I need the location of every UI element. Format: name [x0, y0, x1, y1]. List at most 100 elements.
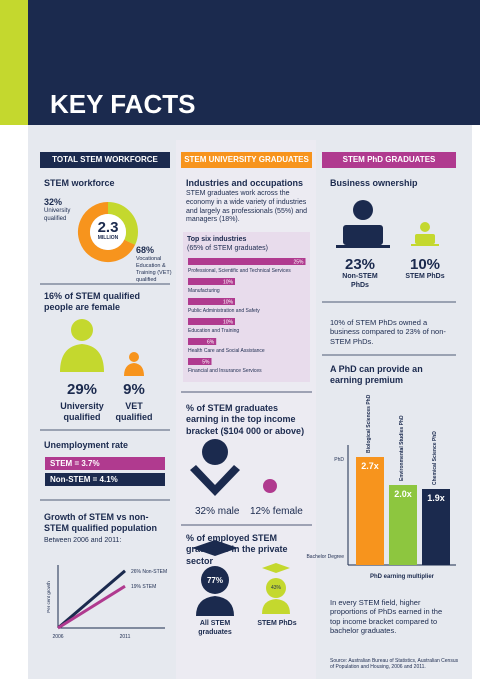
heading-bar: [40, 152, 170, 168]
female-icon-large: [60, 319, 104, 372]
title: KEY FACTS: [50, 89, 196, 119]
vet-share: 68%: [136, 245, 155, 255]
income-female: 12% female: [250, 506, 303, 517]
private-phd: 43%: [270, 585, 281, 591]
growth-line: [57, 569, 126, 630]
industry-value: 10%: [223, 280, 234, 286]
unemployment-stem: STEM = 3.7%: [50, 459, 100, 468]
y-axis-label: Per cent growth: [46, 581, 51, 613]
nonstem-bar: [45, 473, 165, 486]
university-text: University qualified: [44, 208, 71, 222]
stem-bar: [45, 457, 165, 470]
business-icon-large: [336, 200, 390, 248]
industry-name: Health Care and Social Assistance: [188, 348, 265, 354]
growth-heading: Growth of STEM vs non-STEM qualified pop…: [44, 512, 157, 534]
subheading: STEM workforce: [44, 178, 115, 188]
premium-name: Chemical Science PhD: [432, 431, 438, 485]
premium-value: 1.9x: [427, 493, 445, 503]
industries-note: (65% of STEM graduates): [187, 245, 268, 252]
private-heading: % of employed STEM graduates in the priv…: [186, 533, 288, 566]
premium-chart: PhD Bachelor Degree PhD earning multiplier…: [306, 394, 456, 580]
income-heading: % of STEM graduates earning in the top i…: [186, 403, 305, 436]
industries-title: Top six industries: [187, 236, 247, 243]
premium-value: 2.0x: [394, 489, 412, 499]
female-vet-text: VET qualified: [115, 401, 153, 423]
business-icon-small: [411, 222, 439, 246]
stem-text: STEM PhDs: [405, 273, 445, 280]
industry-bar: [188, 258, 306, 265]
premium-name: Environmental Studies PhD: [399, 415, 405, 481]
income-male: 32% male: [195, 506, 240, 517]
grad-icon: [192, 540, 238, 616]
source: Source: Australian Bureau of Statistics,…: [330, 658, 459, 671]
subheading: Business ownership: [330, 178, 418, 188]
industry-bar: [188, 298, 235, 305]
industry-name: Financial and Insurance Services: [188, 368, 262, 374]
stem-share: 10%: [409, 256, 441, 273]
donut-university: [78, 202, 138, 262]
female-university-text: University qualified: [60, 401, 104, 423]
unemployment-heading: Unemployment rate: [44, 440, 129, 450]
female-heading: 16% of STEM qualified people are female: [44, 291, 141, 313]
income-icon-male: [190, 439, 240, 496]
private-phd-text: STEM PhDs: [257, 620, 297, 627]
industry-value: 6%: [207, 340, 215, 346]
industry-value: 10%: [223, 320, 234, 326]
premium-heading: A PhD can provide an earning premium: [330, 364, 423, 386]
heading-bar: [181, 152, 312, 168]
industry-name: Public Administration and Safety: [188, 308, 260, 314]
private-all-text: All STEM graduates: [198, 620, 232, 636]
growth-label: 19% STEM: [131, 584, 156, 590]
premium-bar: [356, 457, 384, 565]
column-bg: [176, 140, 316, 679]
donut-hole: [90, 214, 126, 250]
growth-line: [57, 584, 126, 630]
heading: TOTAL STEM WORKFORCE: [52, 155, 158, 164]
dividers: [40, 283, 456, 526]
female-icon-small: [124, 352, 144, 376]
income-icon-female: [263, 479, 277, 493]
growth-subheading: Between 2006 and 2011:: [44, 537, 122, 544]
industry-bar: [188, 318, 235, 325]
business-text: 10% of STEM PhDs owned a business compar…: [330, 318, 446, 346]
heading-bar: [322, 152, 456, 168]
premium-name: Biological Sciences PhD: [366, 394, 372, 453]
x-tick-label: 2011: [120, 634, 131, 640]
growth-label: 26% Non-STEM: [131, 569, 167, 575]
paragraph: STEM graduates work across the economy i…: [186, 190, 308, 224]
premium-value: 2.7x: [361, 461, 379, 471]
heading: STEM UNIVERSITY GRADUATES: [184, 155, 309, 164]
premium-text: In every STEM field, higher proportions …: [330, 598, 443, 636]
donut: [78, 202, 138, 262]
growth-chart: Per cent growth 2006 2011 26% Non-STEM 19% S…: [46, 565, 167, 640]
center-value: 2.3: [97, 219, 119, 236]
industry-value: 25%: [293, 260, 304, 266]
nonstem-share: 23%: [344, 256, 376, 273]
banner: [28, 0, 480, 125]
nonstem-text: Non-STEM PhDs: [342, 273, 378, 289]
heading: STEM PhD GRADUATES: [342, 155, 436, 164]
phd-grad-icon: [262, 563, 290, 614]
female-university: 29%: [66, 381, 98, 398]
premium-bar: [389, 485, 417, 565]
y-label: PhD: [334, 457, 344, 463]
vet-text: Vocational Education & Training (VET) qu…: [136, 256, 172, 283]
center-unit: MILLION: [97, 235, 119, 241]
industry-bar: [188, 338, 217, 345]
industry-bar: [188, 358, 212, 365]
industry-name: Manufacturing: [188, 288, 220, 294]
unemployment-nonstem: Non-STEM = 4.1%: [50, 475, 118, 484]
female-vet: 9%: [123, 381, 145, 398]
subheading: Industries and occupations: [186, 178, 304, 188]
industry-bars: 25%Professional, Scientific and Technica…: [188, 258, 306, 374]
x-tick-label: 2006: [52, 634, 63, 640]
industries-box: [183, 232, 310, 382]
accent: [0, 0, 28, 125]
industry-name: Professional, Scientific and Technical S…: [188, 268, 291, 274]
university-share: 32%: [44, 197, 63, 207]
industry-name: Education and Training: [188, 328, 239, 334]
private-all: 77%: [206, 576, 223, 585]
x-label: PhD earning multiplier: [370, 574, 435, 580]
